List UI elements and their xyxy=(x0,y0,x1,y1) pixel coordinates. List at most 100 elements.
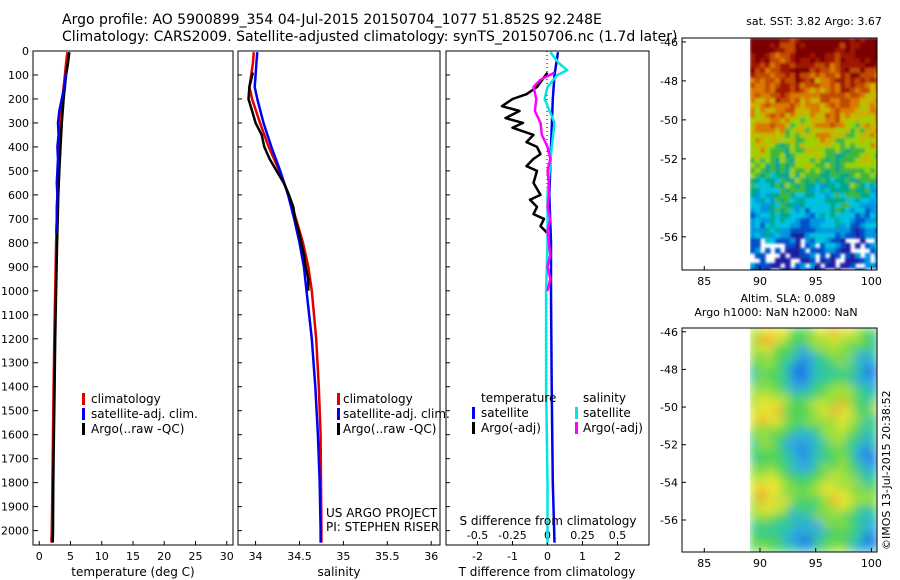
sst-cell xyxy=(830,248,836,254)
sst-cell xyxy=(855,198,861,204)
sst-cell xyxy=(845,213,851,219)
sst-cell xyxy=(815,188,821,194)
salinity-axis-label: salinity xyxy=(317,565,360,579)
sst-cell xyxy=(780,238,786,244)
sst-cell xyxy=(855,53,861,59)
legend-title-salinity: salinity xyxy=(583,391,626,405)
sst-cell xyxy=(800,163,806,169)
sst-cell xyxy=(780,113,786,119)
map-y-tick-label: -50 xyxy=(660,114,678,127)
sla-cell xyxy=(822,504,830,512)
sst-cell xyxy=(780,123,786,129)
sla-cell xyxy=(862,448,870,456)
sst-cell xyxy=(775,118,781,124)
sla-cell xyxy=(830,384,838,392)
x-tick-label: 20 xyxy=(157,550,171,563)
sst-cell xyxy=(855,93,861,99)
sla-cell xyxy=(798,472,806,480)
sst-cell xyxy=(765,138,771,144)
sst-cell xyxy=(815,88,821,94)
sst-cell xyxy=(840,208,846,214)
sst-cell xyxy=(805,253,811,259)
sst-cell xyxy=(820,253,826,259)
sst-cell xyxy=(860,38,866,44)
sst-cell xyxy=(755,48,761,54)
sst-cell xyxy=(770,58,776,64)
sla-cell xyxy=(846,408,854,416)
sst-cell xyxy=(860,73,866,79)
sla-cell xyxy=(862,360,870,368)
sst-cell xyxy=(820,218,826,224)
sst-cell xyxy=(750,163,756,169)
sst-cell xyxy=(855,148,861,154)
legend-swatch-satellite xyxy=(82,408,85,420)
sla-cell xyxy=(782,400,790,408)
sst-cell xyxy=(775,58,781,64)
sla-cell xyxy=(838,336,846,344)
sst-cell xyxy=(835,78,841,84)
sst-cell xyxy=(785,178,791,184)
sla-cell xyxy=(814,408,822,416)
sst-cell xyxy=(770,148,776,154)
sst-cell xyxy=(785,103,791,109)
sla-cell xyxy=(870,472,877,480)
sst-cell xyxy=(815,53,821,59)
sla-cell xyxy=(782,368,790,376)
sla-cell xyxy=(814,344,822,352)
sst-cell xyxy=(790,128,796,134)
sla-cell xyxy=(758,344,766,352)
sla-cell xyxy=(766,472,774,480)
sst-cell xyxy=(785,228,791,234)
sst-cell xyxy=(825,238,831,244)
sst-cell xyxy=(755,58,761,64)
sst-cell xyxy=(860,103,866,109)
sla-cell xyxy=(814,440,822,448)
figure-title-line-1: Argo profile: AO 5900899_354 04-Jul-2015… xyxy=(62,12,602,28)
sla-cell xyxy=(870,384,877,392)
sst-cell xyxy=(760,173,766,179)
sla-cell xyxy=(766,504,774,512)
sla-cell xyxy=(766,544,774,552)
sla-cell xyxy=(798,528,806,536)
sla-cell xyxy=(758,544,766,552)
sst-cell xyxy=(850,233,856,239)
sst-cell xyxy=(760,103,766,109)
sst-cell xyxy=(790,213,796,219)
sst-cell xyxy=(760,213,766,219)
sst-cell xyxy=(755,73,761,79)
sst-cell xyxy=(765,203,771,209)
sst-cell xyxy=(855,123,861,129)
sst-cell xyxy=(845,188,851,194)
sst-cell xyxy=(830,98,836,104)
sla-cell xyxy=(782,464,790,472)
sst-cell xyxy=(760,78,766,84)
sst-cell xyxy=(845,113,851,119)
sst-cell xyxy=(800,208,806,214)
sst-cell xyxy=(800,78,806,84)
sst-cell xyxy=(795,113,801,119)
sst-cell xyxy=(790,243,796,249)
sla-cell xyxy=(870,328,877,336)
sla-cell xyxy=(862,424,870,432)
sst-cell xyxy=(830,198,836,204)
sst-cell xyxy=(795,223,801,229)
sst-cell xyxy=(845,123,851,129)
sst-cell xyxy=(805,58,811,64)
sla-cell xyxy=(790,480,798,488)
sla-cell xyxy=(854,384,862,392)
sla-cell xyxy=(774,504,782,512)
sst-cell xyxy=(870,98,876,104)
sla-cell xyxy=(814,384,822,392)
sst-cell xyxy=(810,53,816,59)
sst-cell xyxy=(765,68,771,74)
sst-cell xyxy=(870,118,876,124)
sst-cell xyxy=(840,163,846,169)
depth-tick-label: 200 xyxy=(8,93,29,106)
sst-cell xyxy=(855,193,861,199)
sst-cell xyxy=(795,183,801,189)
series-line-argo-raw-qc- xyxy=(55,72,68,234)
series-line-salinity-satellite xyxy=(543,51,569,543)
sla-cell xyxy=(862,472,870,480)
sla-cell xyxy=(758,456,766,464)
legend-label-climatology: climatology xyxy=(91,392,161,406)
